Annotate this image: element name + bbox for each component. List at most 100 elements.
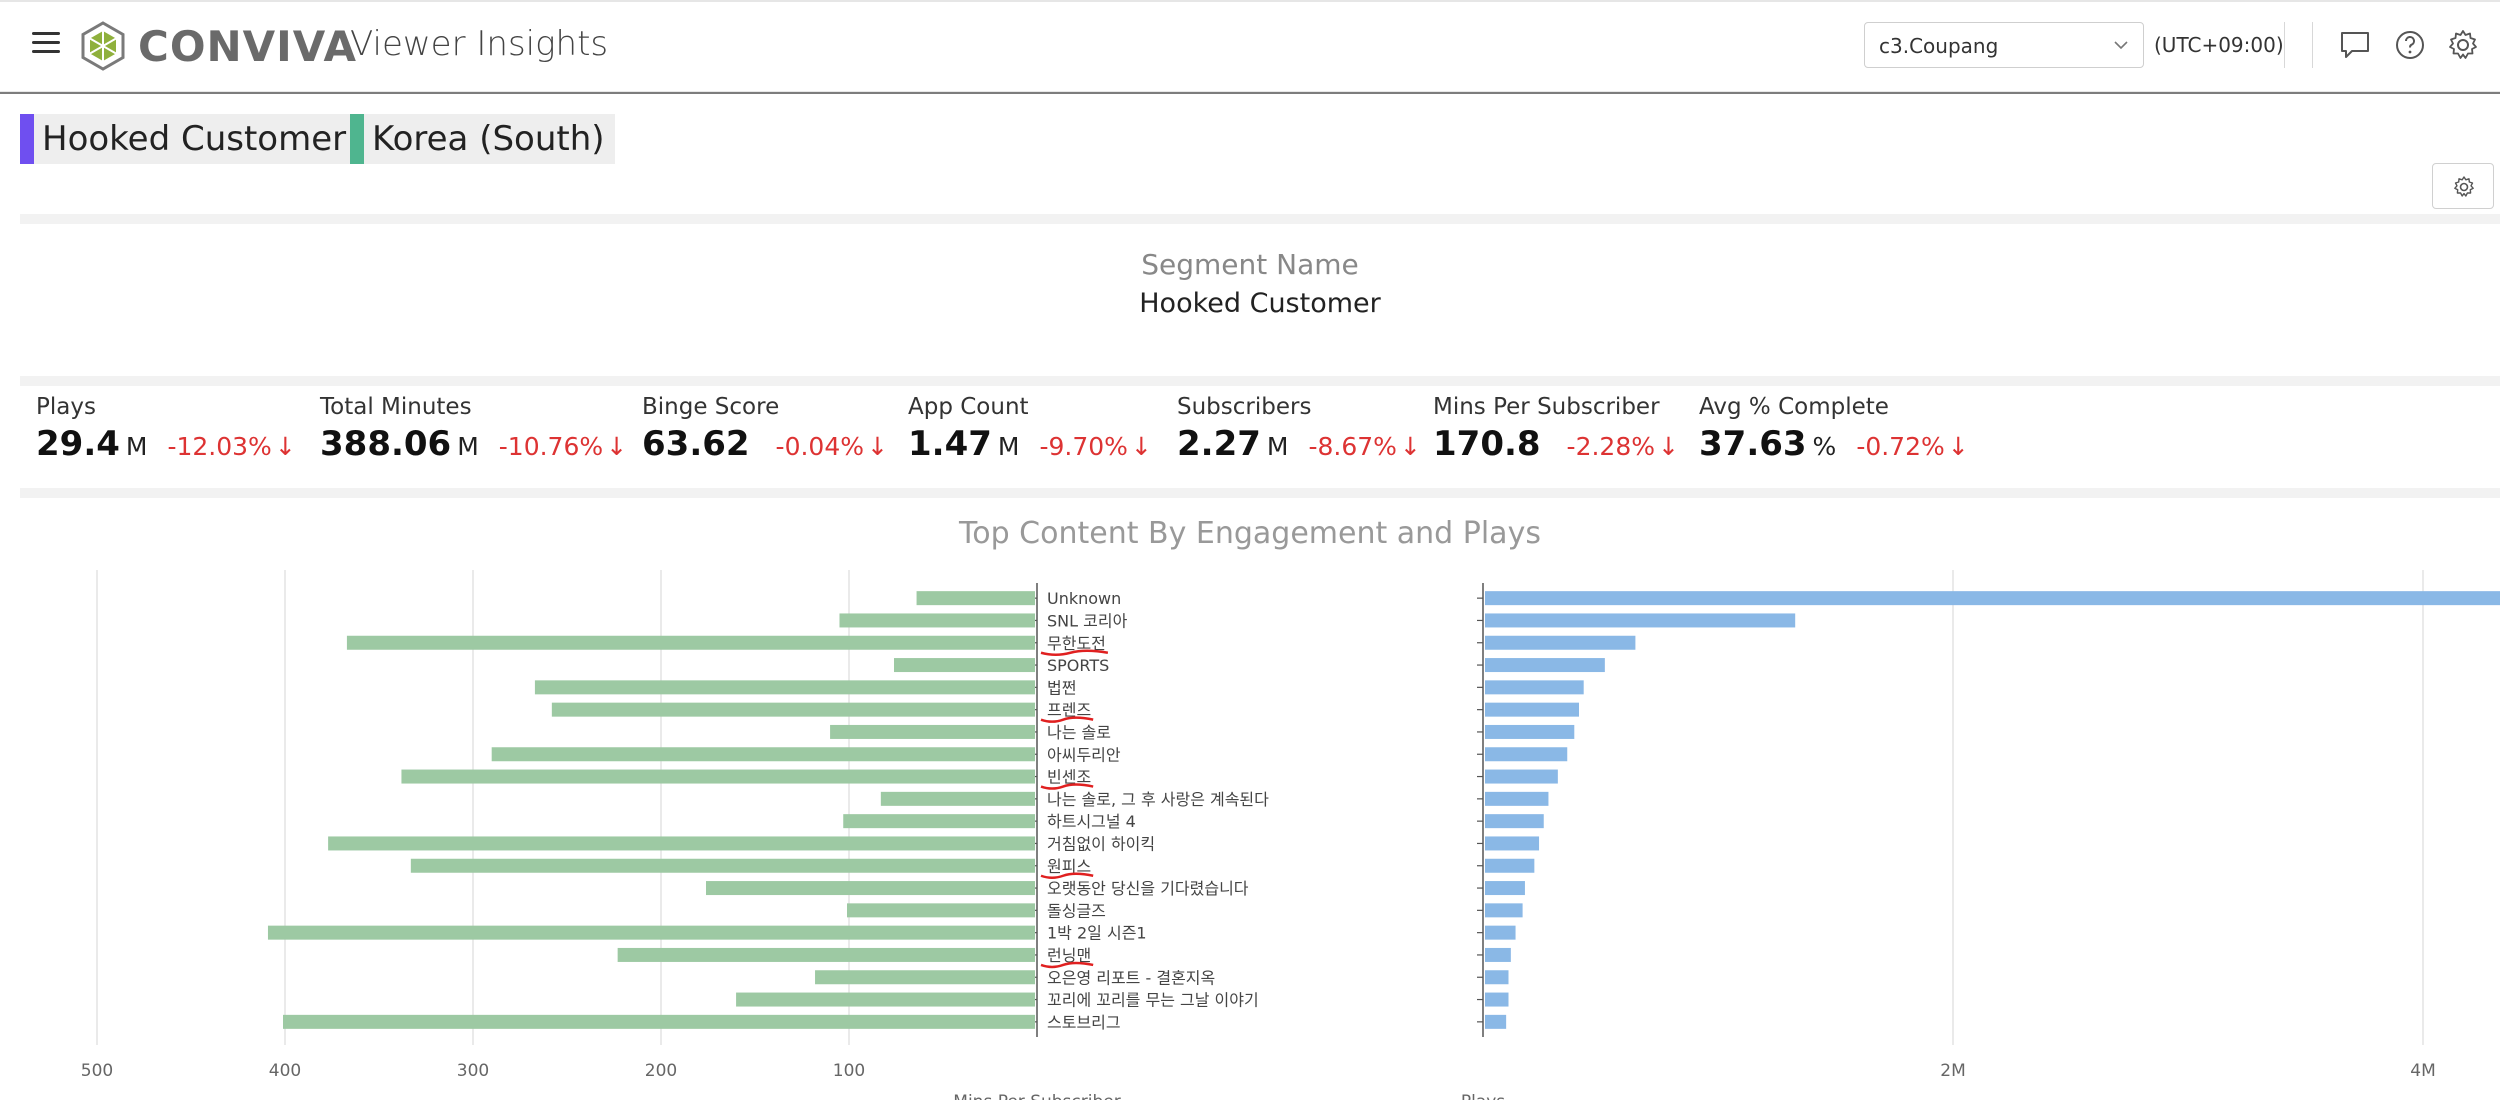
plays-bar: [1485, 680, 1584, 695]
category-label: 빈센조: [1047, 768, 1091, 787]
category-label: 프렌즈: [1047, 701, 1091, 720]
mins-per-subscriber-bar: [736, 992, 1035, 1007]
metric-plays: Plays 29.4 M -12.03% ↓: [36, 394, 296, 464]
plays-bar: [1485, 658, 1605, 673]
metric-value: 2.27: [1177, 424, 1261, 464]
metric-change: -12.03%: [167, 432, 272, 461]
axis-tick-label: 100: [833, 1061, 865, 1081]
category-label: 나는 솔로: [1047, 723, 1111, 742]
metric-mins-per-subscriber: Mins Per Subscriber 170.8 -2.28% ↓: [1433, 394, 1679, 464]
axis-tick-label: 400: [269, 1061, 301, 1081]
mins-per-subscriber-bar: [410, 858, 1036, 873]
header-divider: [2312, 22, 2313, 68]
plays-bar: [1485, 903, 1523, 918]
mins-per-subscriber-bar: [491, 747, 1035, 762]
top-header: CONVIVA Viewer Insights c3.Coupang (UTC+…: [0, 0, 2500, 92]
left-axis-title: Mins Per Subscriber: [953, 1092, 1120, 1100]
filter-tag-color: [350, 114, 364, 164]
plays-bar: [1485, 970, 1509, 985]
conviva-logo-icon: [81, 21, 125, 71]
plays-bar: [1485, 881, 1525, 896]
arrow-down-icon: ↓: [867, 432, 888, 461]
metric-app-count: App Count 1.47 M -9.70% ↓: [908, 394, 1152, 464]
metric-value: 37.63: [1699, 424, 1807, 464]
metric-label: Binge Score: [642, 394, 780, 420]
metric-unit: M: [125, 432, 148, 461]
timezone-label: (UTC+09:00): [2154, 33, 2284, 57]
category-label: 오은영 리포트 - 결혼지옥: [1047, 968, 1215, 987]
annotation-underline: [1040, 716, 1094, 723]
arrow-down-icon: ↓: [606, 432, 628, 461]
header-rule: [0, 92, 2500, 94]
category-label: 오랫동안 당신을 기다렸습니다: [1047, 879, 1249, 898]
mins-per-subscriber-bar: [916, 591, 1035, 606]
header-divider: [2284, 22, 2285, 68]
arrow-down-icon: ↓: [274, 432, 296, 461]
metric-change: -0.04%: [775, 432, 864, 461]
hamburger-menu-icon[interactable]: [28, 26, 64, 64]
app-title: Viewer Insights: [350, 24, 609, 64]
metric-value: 388.06: [320, 424, 452, 464]
category-label: 꼬리에 꼬리를 무는 그날 이야기: [1047, 991, 1259, 1010]
plays-bar: [1485, 925, 1516, 940]
mins-per-subscriber-bar: [894, 658, 1035, 673]
metric-avg-complete: Avg % Complete 37.63 % -0.72% ↓: [1699, 394, 1969, 464]
mins-per-subscriber-bar: [267, 925, 1036, 940]
metric-change: -8.67%: [1308, 432, 1397, 461]
gear-icon: [2454, 176, 2474, 197]
filter-tag-label: Korea (South): [372, 119, 605, 159]
axis-tick-label: 200: [645, 1061, 677, 1081]
top-content-chart: 5004003002001002M4M6M8MUnknownSNL 코리아무한도…: [81, 570, 2500, 1100]
plays-bar: [1485, 992, 1509, 1007]
plays-bar: [1485, 613, 1796, 628]
chat-icon[interactable]: [2338, 28, 2372, 62]
axis-tick-label: 2M: [1940, 1061, 1965, 1081]
category-label: 아씨두리안: [1047, 745, 1121, 764]
plays-bar: [1485, 836, 1540, 851]
plays-bar: [1485, 814, 1544, 829]
metric-unit: M: [1266, 432, 1289, 461]
metric-label: Plays: [36, 394, 96, 420]
metric-value: 63.62: [642, 424, 750, 464]
filter-tag-segment[interactable]: Hooked Customer: [20, 114, 357, 164]
arrow-down-icon: ↓: [1399, 432, 1421, 461]
metric-change: -9.70%: [1039, 432, 1128, 461]
metric-label: Subscribers: [1177, 394, 1312, 420]
mins-per-subscriber-bar: [843, 814, 1035, 829]
mins-per-subscriber-bar: [328, 836, 1035, 851]
chart-title: Top Content By Engagement and Plays: [959, 516, 1541, 551]
section-divider: [20, 214, 2500, 224]
metric-binge-score: Binge Score 63.62 -0.04% ↓: [642, 394, 888, 464]
section-divider: [20, 376, 2500, 386]
metric-value: 170.8: [1433, 424, 1541, 464]
annotation-underline: [1040, 649, 1109, 656]
plays-bar: [1485, 1014, 1507, 1029]
category-label: 하트시그널 4: [1047, 812, 1136, 831]
segment-name-value: Hooked Customer: [1139, 288, 1381, 319]
mins-per-subscriber-bar: [880, 791, 1035, 806]
metric-value: 1.47: [908, 424, 992, 464]
mins-per-subscriber-bar: [346, 635, 1035, 650]
annotation-underline: [1040, 872, 1094, 879]
category-label: SNL 코리아: [1047, 611, 1128, 630]
mins-per-subscriber-bar: [830, 724, 1035, 739]
help-icon[interactable]: [2393, 28, 2427, 62]
mins-per-subscriber-bar: [839, 613, 1035, 628]
category-label: 거침없이 하이킥: [1047, 834, 1155, 853]
category-label: 나는 솔로, 그 후 사랑은 계속된다: [1047, 790, 1269, 809]
filter-tag-country[interactable]: Korea (South): [350, 114, 615, 164]
segment-name-label: Segment Name: [1141, 248, 1359, 281]
metric-unit: M: [997, 432, 1020, 461]
plays-bar: [1485, 947, 1511, 962]
right-axis-title: Plays: [1461, 1092, 1505, 1100]
plays-bar: [1485, 791, 1549, 806]
settings-gear-icon[interactable]: [2446, 28, 2480, 62]
mins-per-subscriber-bar: [706, 881, 1035, 896]
metric-change: -10.76%: [498, 432, 604, 461]
axis-tick-label: 500: [81, 1061, 113, 1081]
panel-settings-button[interactable]: [2432, 163, 2494, 209]
arrow-down-icon: ↓: [1947, 432, 1969, 461]
account-select[interactable]: c3.Coupang: [1864, 22, 2144, 68]
chevron-down-icon: [2114, 41, 2128, 50]
metric-label: App Count: [908, 394, 1029, 420]
